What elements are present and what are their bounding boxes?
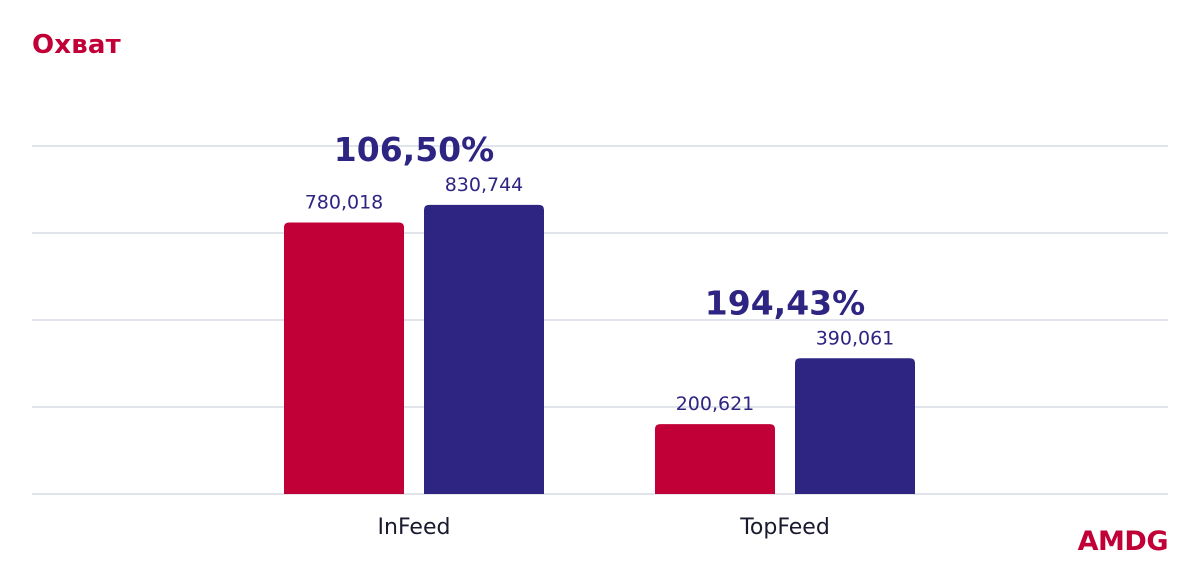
value-label-topfeed-series-2: 390,061 — [816, 327, 895, 349]
bar-topfeed-series-2 — [795, 358, 915, 494]
growth-label-infeed: 106,50% — [334, 130, 494, 169]
bar-topfeed-series-1 — [655, 424, 775, 494]
value-label-topfeed-series-1: 200,621 — [676, 393, 755, 415]
category-label-topfeed: TopFeed — [739, 515, 830, 540]
gridlines — [32, 145, 1168, 495]
labels: 780,018 830,744 106,50% InFeed 200,621 390,06… — [305, 130, 895, 540]
value-label-infeed-series-2: 830,744 — [445, 174, 524, 196]
bar-infeed-series-2 — [424, 204, 544, 494]
chart-title: Охват — [32, 30, 121, 60]
category-label-infeed: InFeed — [378, 515, 451, 540]
bars — [284, 204, 915, 494]
value-label-infeed-series-1: 780,018 — [305, 192, 384, 214]
brand-logo: AMDG — [1077, 526, 1169, 557]
bar-infeed-series-1 — [284, 222, 404, 494]
growth-label-topfeed: 194,43% — [705, 283, 865, 322]
